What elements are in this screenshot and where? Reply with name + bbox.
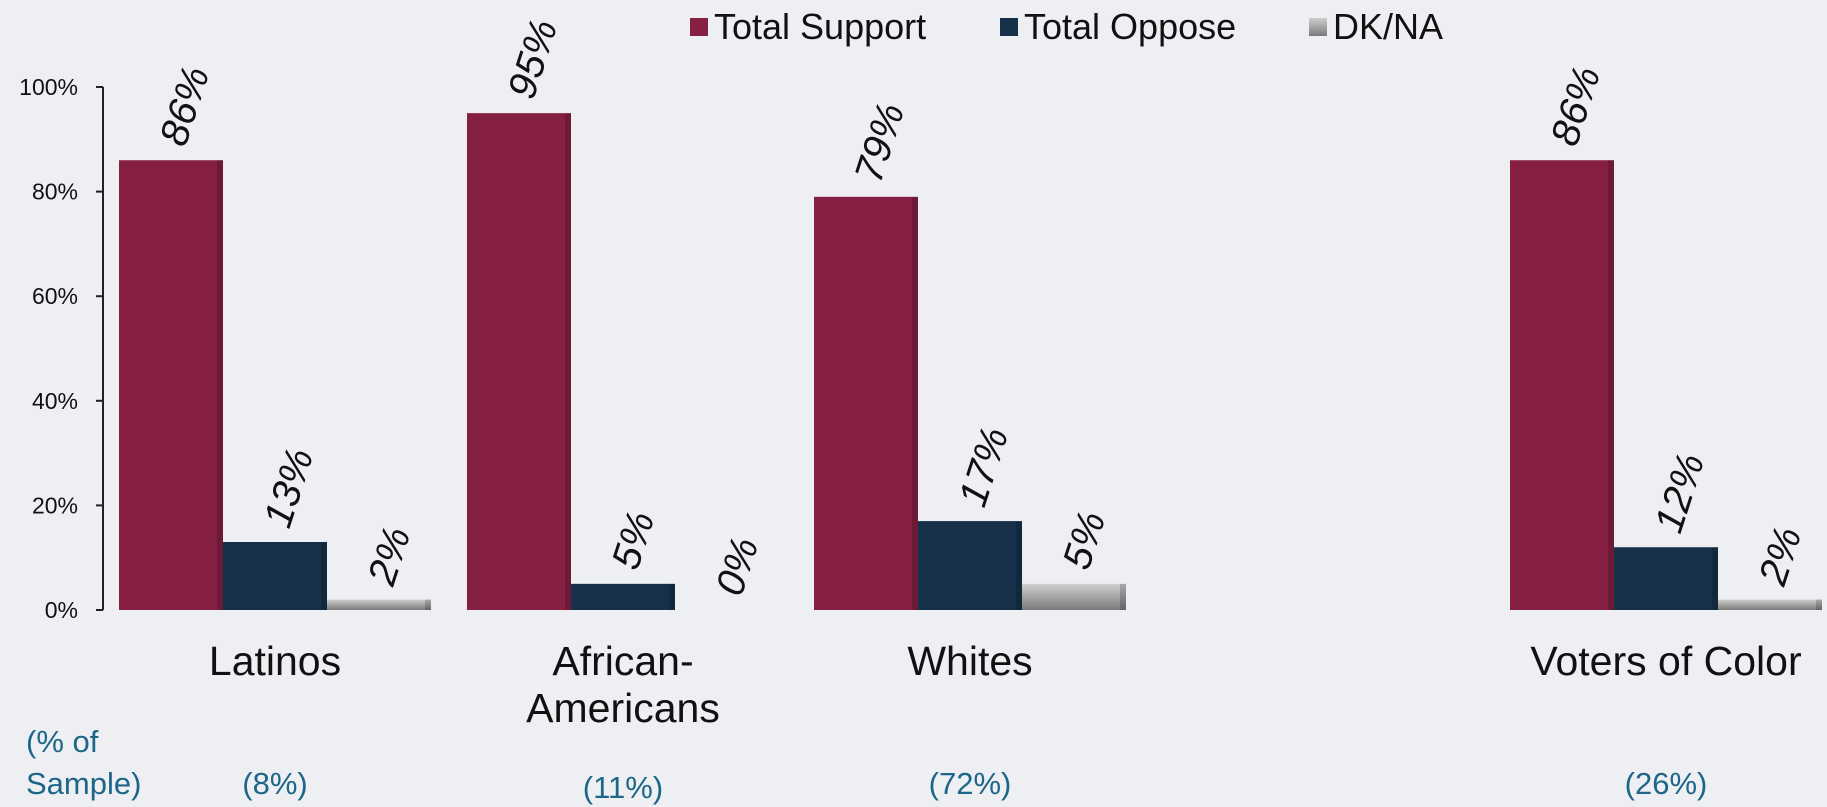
bar-dk-na [1718, 599, 1822, 610]
data-label: 5% [1055, 506, 1115, 575]
y-axis: 0% 20% 40% 60% 80% 100% [19, 74, 104, 623]
data-label: 5% [604, 506, 664, 575]
legend-swatch-total-support [690, 18, 708, 36]
y-tick-label: 20% [32, 492, 78, 518]
data-label: 12% [1647, 448, 1714, 538]
y-tick-label: 60% [32, 283, 78, 309]
bar-total-oppose [223, 542, 327, 610]
bar-total-oppose [918, 521, 1022, 610]
category-label: Latinos [209, 638, 341, 684]
y-tick-label: 80% [32, 179, 78, 205]
bar-total-oppose [571, 583, 675, 610]
data-label: 0% [708, 532, 768, 601]
data-label: 2% [359, 522, 419, 592]
data-label: 86% [152, 61, 219, 151]
bar-shade [1712, 547, 1718, 610]
bar-shade [217, 160, 223, 610]
bars [119, 113, 1822, 611]
bar-shade [1608, 160, 1614, 610]
bar-shade [321, 542, 327, 610]
y-tick-label: 100% [19, 74, 78, 100]
bar-total-oppose [1614, 547, 1718, 610]
bar-total-support [467, 113, 571, 611]
data-label: 79% [847, 98, 914, 188]
data-label: 13% [256, 443, 323, 533]
category-label: Whites [907, 638, 1032, 684]
bar-shade [912, 196, 918, 610]
bar-total-support [1510, 160, 1614, 610]
y-tick-label: 40% [32, 388, 78, 414]
legend-label-total-support: Total Support [714, 6, 926, 47]
data-label: 2% [1750, 522, 1810, 592]
legend-label-dk-na: DK/NA [1333, 6, 1443, 47]
category-label: African-Americans [526, 638, 720, 731]
data-label: 95% [500, 14, 567, 104]
sample-size: (72%) [929, 766, 1012, 801]
bar-shade [669, 583, 675, 610]
sample-size: (8%) [242, 766, 307, 801]
sample-sizes: (% of Sample) (8%) (11%) (72%) (26%) [26, 724, 1707, 805]
bar-shade [565, 113, 571, 611]
legend-swatch-total-oppose [1000, 18, 1018, 36]
data-label: 86% [1543, 61, 1610, 151]
bar-shade [1120, 583, 1126, 610]
category-label: Voters of Color [1530, 638, 1801, 684]
category-labels: Latinos African-Americans Whites Voters of … [209, 638, 1802, 731]
bar-shade [425, 599, 431, 610]
bar-dk-na [327, 599, 431, 610]
sample-size: (11%) [583, 770, 663, 805]
bar-total-support [119, 160, 223, 610]
bar-total-support [814, 196, 918, 610]
sample-header: (% of Sample) [26, 724, 141, 801]
sample-size: (26%) [1625, 766, 1708, 801]
data-label: 17% [951, 422, 1018, 512]
y-tick-label: 0% [45, 597, 78, 623]
legend-swatch-dk-na [1309, 18, 1327, 36]
legend-label-total-oppose: Total Oppose [1024, 6, 1236, 47]
bar-shade [1816, 599, 1822, 610]
bar-dk-na [1022, 583, 1126, 610]
bar-shade [1016, 521, 1022, 610]
legend: Total Support Total Oppose DK/NA [690, 6, 1443, 47]
